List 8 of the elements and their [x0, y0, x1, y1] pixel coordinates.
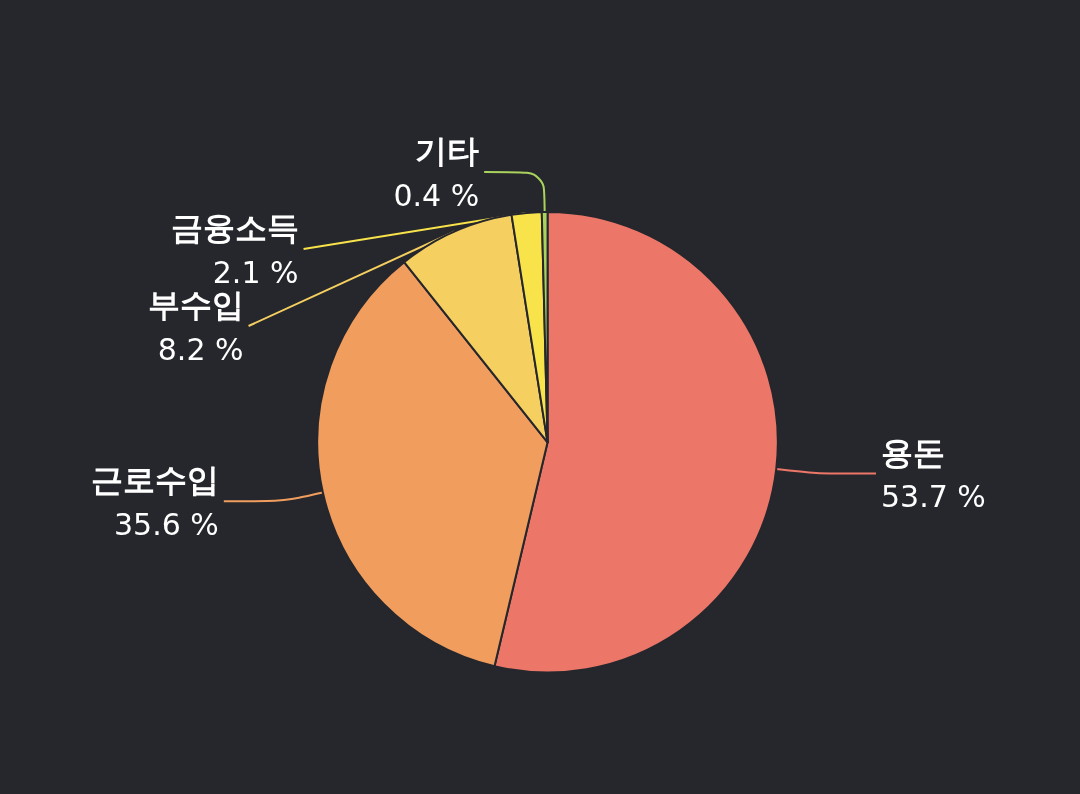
slice-label: 용돈 — [881, 433, 945, 472]
data-label: 35.6 % — [113, 506, 219, 542]
slice-label: 기타 — [415, 132, 480, 171]
slice-label: 금융소득 — [170, 209, 299, 248]
data-label: 53.7 % — [881, 479, 986, 515]
data-label: 8.2 % — [157, 331, 244, 367]
slice-label: 근로수입 — [90, 461, 219, 500]
data-label: 0.4 % — [393, 177, 480, 213]
